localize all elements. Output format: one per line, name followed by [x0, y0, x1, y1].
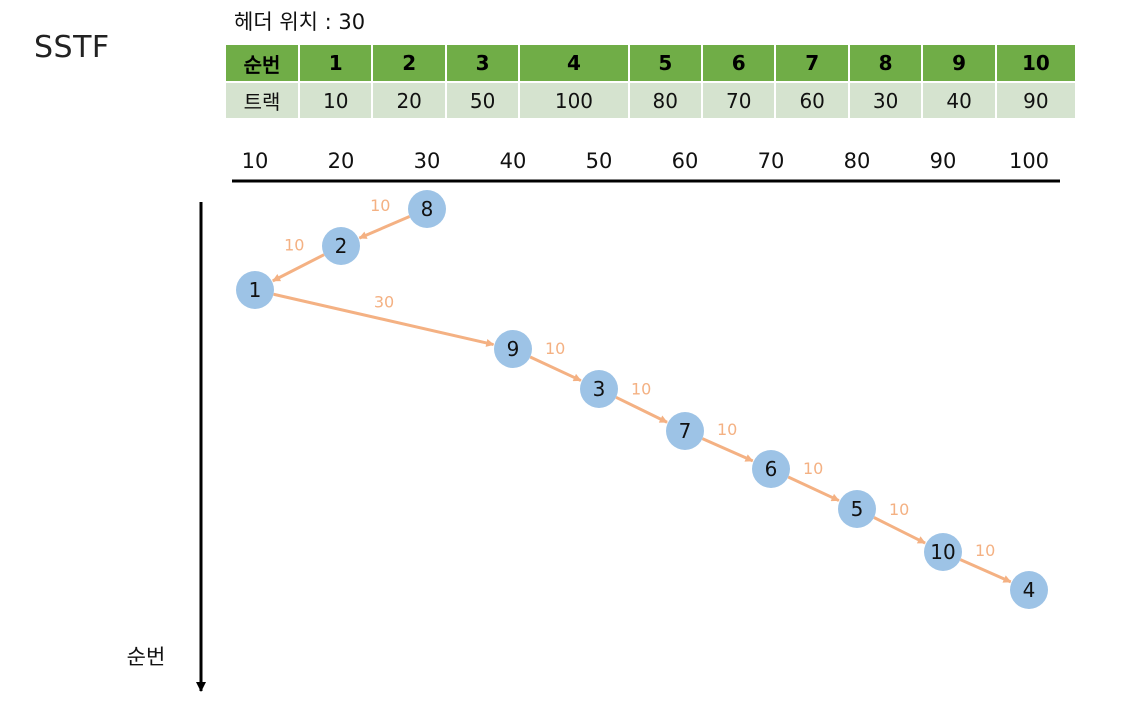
- track-cell: 60: [776, 83, 848, 118]
- request-table: 순번 1 2 3 4 5 6 7 8 9 10 트랙 10 20 50 100 …: [224, 43, 1077, 120]
- node-label: 10: [930, 540, 955, 564]
- visit-node: 3: [580, 370, 618, 408]
- visit-node: 1: [236, 271, 274, 309]
- distance-label: 10: [370, 196, 390, 215]
- node-label: 4: [1023, 578, 1036, 602]
- order-cell: 6: [703, 45, 775, 81]
- order-row: 순번 1 2 3 4 5 6 7 8 9 10: [226, 45, 1075, 81]
- node-label: 2: [335, 234, 348, 258]
- track-cell: 90: [996, 83, 1075, 118]
- order-cell: 4: [520, 45, 628, 81]
- visit-node: 9: [494, 330, 532, 368]
- node-circle: [322, 227, 360, 265]
- order-axis-label: 순번: [127, 645, 166, 669]
- track-cell: 30: [849, 83, 922, 118]
- track-tick-label: 50: [586, 149, 613, 173]
- node-circle: [752, 450, 790, 488]
- track-cell: 70: [703, 83, 775, 118]
- track-tick-label: 60: [672, 149, 699, 173]
- order-cell: 2: [373, 45, 445, 81]
- node-label: 3: [593, 377, 606, 401]
- track-tick-label: 80: [844, 149, 871, 173]
- node-circle: [924, 533, 962, 571]
- distance-label: 10: [803, 459, 823, 478]
- node-circle: [580, 370, 618, 408]
- seek-arrows: 10 10 30 10 10 10 10 10 10: [272, 196, 1012, 584]
- node-label: 7: [679, 419, 692, 443]
- order-cell: 5: [629, 45, 701, 81]
- distance-label: 30: [374, 293, 394, 312]
- page-title: SSTF: [34, 30, 110, 65]
- order-cell: 1: [300, 45, 372, 81]
- order-cell: 7: [776, 45, 848, 81]
- order-header-cell: 순번: [226, 45, 298, 81]
- node-label: 6: [765, 457, 778, 481]
- seek-arrow: [358, 215, 411, 240]
- order-cell: 8: [849, 45, 922, 81]
- node-label: 8: [421, 197, 434, 221]
- distance-label: 10: [631, 380, 651, 399]
- node-circle: [236, 271, 274, 309]
- order-cell: 10: [996, 45, 1075, 81]
- node-circle: [666, 412, 704, 450]
- visit-node: 4: [1010, 571, 1048, 609]
- track-tick-label: 20: [328, 149, 355, 173]
- visit-node: 7: [666, 412, 704, 450]
- distance-label: 10: [975, 541, 995, 560]
- distance-label: 10: [545, 339, 565, 358]
- track-cell: 40: [923, 83, 995, 118]
- visit-nodes: 8 2 1 9 3 7 6 5 10 4: [236, 190, 1048, 609]
- visit-node: 8: [408, 190, 446, 228]
- track-header-cell: 트랙: [226, 83, 298, 118]
- track-tick-label: 70: [758, 149, 785, 173]
- node-label: 9: [507, 337, 520, 361]
- track-tick-label: 100: [1009, 149, 1049, 173]
- seek-arrow: [873, 516, 926, 545]
- track-tick-label: 10: [242, 149, 269, 173]
- visit-node: 2: [322, 227, 360, 265]
- track-cell: 80: [629, 83, 701, 118]
- track-axis-ticks: 10 20 30 40 50 60 70 80 90 100: [242, 149, 1049, 173]
- track-tick-label: 30: [414, 149, 441, 173]
- seek-arrow: [787, 475, 840, 502]
- track-tick-label: 90: [930, 149, 957, 173]
- track-row: 트랙 10 20 50 100 80 70 60 30 40 90: [226, 83, 1075, 118]
- visit-node: 10: [924, 533, 962, 571]
- node-circle: [838, 490, 876, 528]
- seek-arrow: [701, 437, 754, 463]
- visit-node: 6: [752, 450, 790, 488]
- track-cell: 100: [520, 83, 628, 118]
- track-cell: 20: [373, 83, 445, 118]
- track-cell: 50: [446, 83, 519, 118]
- node-label: 1: [249, 278, 262, 302]
- seek-arrow: [959, 558, 1012, 584]
- seek-arrow: [272, 253, 325, 283]
- visit-node: 5: [838, 490, 876, 528]
- node-circle: [1010, 571, 1048, 609]
- order-cell: 3: [446, 45, 519, 81]
- node-circle: [408, 190, 446, 228]
- track-cell: 10: [300, 83, 372, 118]
- distance-label: 10: [284, 236, 304, 255]
- order-cell: 9: [923, 45, 995, 81]
- distance-label: 10: [717, 420, 737, 439]
- seek-arrow: [273, 292, 495, 347]
- seek-arrow: [615, 395, 668, 424]
- node-circle: [494, 330, 532, 368]
- node-label: 5: [851, 497, 864, 521]
- header-position-label: 헤더 위치 : 30: [234, 10, 366, 34]
- seek-arrow: [529, 355, 582, 382]
- track-tick-label: 40: [500, 149, 527, 173]
- distance-label: 10: [889, 500, 909, 519]
